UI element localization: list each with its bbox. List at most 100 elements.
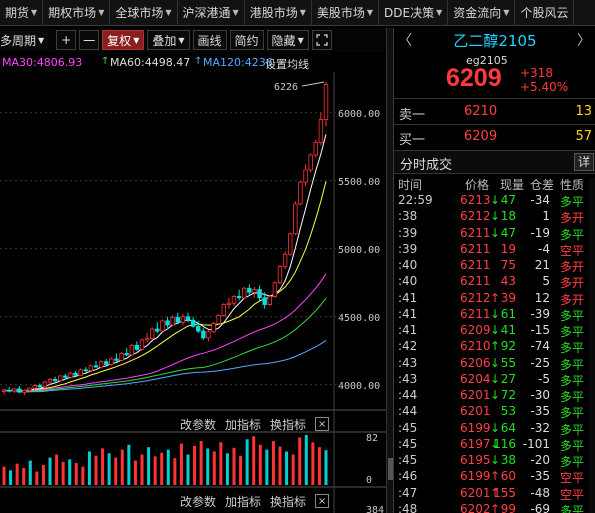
prev-contract-icon[interactable]: 〈 xyxy=(398,33,412,49)
volume-bar xyxy=(48,457,52,485)
trade-volume: 38 xyxy=(500,453,516,467)
candle-body xyxy=(231,295,237,304)
volume-bar xyxy=(147,447,151,485)
menu-hk-market[interactable]: 港股市场 ▼ xyxy=(245,0,312,26)
volume-bar xyxy=(22,467,26,485)
ma-line xyxy=(3,181,327,392)
trade-arrow-icon: ↓ xyxy=(490,436,501,451)
chevron-down-icon: ▼ xyxy=(299,8,306,17)
scrollbar-thumb[interactable] xyxy=(388,458,393,480)
candle-body xyxy=(196,325,201,332)
chart-scrollbar[interactable] xyxy=(386,28,393,513)
draw-line-button[interactable]: 画线 xyxy=(192,30,227,50)
candle-body xyxy=(252,289,257,293)
switch-indicator-link[interactable]: 换指标 xyxy=(270,417,307,432)
indicator-tabs-1: 改参数 加指标 换指标 × xyxy=(180,415,330,433)
zoom-out-button[interactable]: 一 xyxy=(79,30,100,50)
close-icon[interactable]: × xyxy=(315,494,330,508)
trade-time: :41 xyxy=(398,323,418,337)
change-params-link[interactable]: 改参数 xyxy=(180,417,217,432)
candle-body xyxy=(144,338,150,341)
trade-nature: 空平 xyxy=(560,243,585,258)
trade-row: :39 6211 19 -4 空平 xyxy=(394,242,584,258)
trade-oi: -35 xyxy=(530,469,550,484)
trade-time: :39 xyxy=(398,241,418,256)
hide-button[interactable]: 隐藏 ▼ xyxy=(266,30,309,50)
volume-bar xyxy=(179,443,183,485)
candle-body xyxy=(267,295,272,305)
candle-body xyxy=(180,316,186,323)
overlay-button[interactable]: 叠加 ▼ xyxy=(147,30,190,50)
trade-arrow-icon: ↑ xyxy=(490,485,501,500)
volume-bar xyxy=(35,471,39,485)
candle-body xyxy=(27,387,32,391)
volume-tick-label: 82 xyxy=(366,433,378,444)
chevron-down-icon: ▼ xyxy=(165,8,172,17)
trade-time: 22:59 xyxy=(398,193,433,207)
menu-connect[interactable]: 沪深港通 ▼ xyxy=(178,0,245,26)
chevron-down-icon: ▼ xyxy=(133,35,140,45)
add-indicator-link[interactable]: 加指标 xyxy=(225,417,262,432)
close-icon[interactable]: × xyxy=(315,417,330,431)
candlestick-chart[interactable]: 6000.00 5500.00 5000.00 4500.00 4000.00 6226 8… xyxy=(0,72,386,513)
trade-volume: 53 xyxy=(500,404,516,419)
trade-arrow-icon: ↑ xyxy=(490,339,501,354)
trade-row: :41 6211 ↓ 61 -39 多平 xyxy=(394,307,584,323)
volume-bar xyxy=(41,464,45,485)
switch-indicator-link[interactable]: 换指标 xyxy=(270,494,307,509)
y-tick-label: 4500.00 xyxy=(338,313,380,324)
candle-body xyxy=(206,331,211,339)
next-contract-icon[interactable]: 〉 xyxy=(577,33,591,49)
menu-stock-news[interactable]: 个股风云 xyxy=(515,0,575,26)
menu-global-market[interactable]: 全球市场 ▼ xyxy=(110,0,178,26)
fullscreen-icon[interactable] xyxy=(311,30,332,50)
trade-time: :40 xyxy=(398,258,418,272)
candle-body xyxy=(114,358,119,361)
candle-body xyxy=(129,344,134,356)
menu-us-market[interactable]: 美股市场 ▼ xyxy=(312,0,380,26)
volume-bar xyxy=(101,448,105,485)
trades-header: 时间 价格 现量 仓差 性质 xyxy=(394,176,595,192)
candle-body xyxy=(257,289,262,299)
change-params-link[interactable]: 改参数 xyxy=(180,494,217,509)
volume-bar xyxy=(107,453,111,485)
trade-volume: 55 xyxy=(500,355,516,370)
adjust-button[interactable]: 复权 ▼ xyxy=(102,30,145,50)
candle-body xyxy=(119,353,124,361)
ma120-arrow-icon: ↑ xyxy=(194,56,203,67)
trade-oi: -25 xyxy=(530,355,550,370)
simple-button[interactable]: 简约 xyxy=(229,30,264,50)
y-tick-label: 5500.00 xyxy=(338,177,380,188)
menu-fund-flow[interactable]: 资金流向 ▼ xyxy=(448,0,516,26)
volume-bar xyxy=(120,449,124,485)
volume-bar xyxy=(9,470,13,485)
trade-arrow-icon: ↓ xyxy=(490,209,501,224)
trade-volume: 155 xyxy=(493,485,516,500)
trade-volume: 19 xyxy=(500,241,516,256)
add-indicator-link[interactable]: 加指标 xyxy=(225,494,262,509)
trade-oi: -20 xyxy=(530,453,550,467)
trade-arrow-icon: ↓ xyxy=(490,388,501,402)
trade-nature: 多平 xyxy=(560,503,585,513)
trade-volume: 18 xyxy=(500,209,516,224)
trade-arrow-icon: ↓ xyxy=(490,193,501,207)
candle-body xyxy=(93,365,99,368)
trade-row: :46 6199 ↑ 60 -35 空平 xyxy=(394,469,584,485)
candle-body xyxy=(139,339,145,350)
period-select[interactable]: 多周期 ▼ xyxy=(0,30,49,50)
trades-scrollbar[interactable] xyxy=(589,178,595,513)
ma-settings-link[interactable]: 设置均线 xyxy=(265,58,309,71)
y-tick-label: 6000.00 xyxy=(338,109,380,120)
candle-body xyxy=(211,323,216,333)
volume-bar xyxy=(173,458,177,485)
menu-label: 沪深港通 xyxy=(182,6,231,20)
candle-body xyxy=(109,358,114,365)
menu-options-market[interactable]: 期权市场 ▼ xyxy=(43,0,111,26)
trade-volume: 116 xyxy=(493,436,516,451)
menu-futures[interactable]: 期货 ▼ xyxy=(0,0,44,26)
zoom-in-button[interactable]: + xyxy=(56,30,77,50)
candle-body xyxy=(68,372,73,378)
trade-volume: 64 xyxy=(500,420,516,435)
menu-dde[interactable]: DDE决策 ▼ xyxy=(379,0,449,26)
detail-button[interactable]: 详 xyxy=(574,153,594,171)
